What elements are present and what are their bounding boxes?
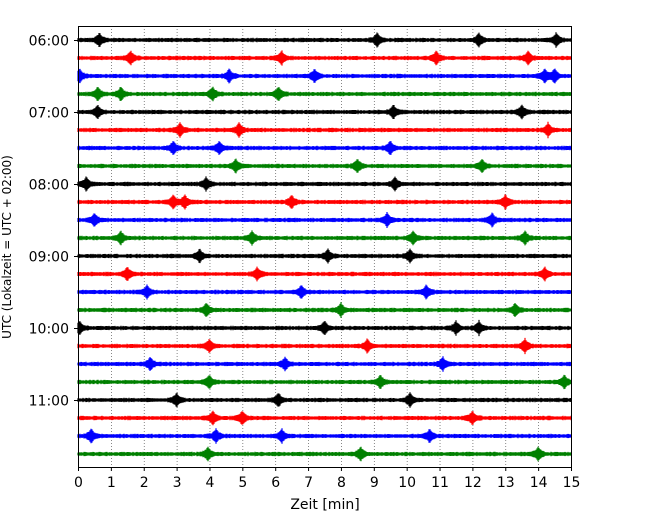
y-tick-label-0900: 09:00 [29, 250, 69, 266]
x-tick-label-14: 14 [530, 475, 548, 491]
x-tick-label-12: 12 [464, 475, 482, 491]
y-tick-label-1100: 11:00 [29, 394, 69, 410]
x-tick-label-8: 8 [337, 475, 346, 491]
traces [77, 32, 572, 462]
x-tick-label-9: 9 [370, 475, 379, 491]
y-axis-label: UTC (Lokalzeit = UTC + 02:00) [0, 155, 14, 339]
x-tick-label-0: 0 [74, 475, 83, 491]
y-tick-label-0600: 06:00 [29, 34, 69, 50]
x-tick-label-5: 5 [238, 475, 247, 491]
x-tick-label-13: 13 [497, 475, 515, 491]
y-tick-label-0800: 08:00 [29, 178, 69, 194]
x-tick-label-15: 15 [563, 475, 581, 491]
x-axis: 0 1 2 3 4 5 6 7 8 9 10 11 12 13 14 15 [74, 467, 580, 491]
x-tick-label-11: 11 [431, 475, 449, 491]
x-tick-label-1: 1 [107, 475, 116, 491]
y-tick-label-0700: 07:00 [29, 106, 69, 122]
x-tick-label-7: 7 [304, 475, 313, 491]
x-tick-label-2: 2 [140, 475, 149, 491]
y-tick-label-1000: 10:00 [29, 322, 69, 338]
x-tick-label-4: 4 [206, 475, 215, 491]
x-tick-label-10: 10 [398, 475, 416, 491]
x-axis-label: Zeit [min] [290, 497, 359, 513]
x-tick-label-6: 6 [271, 475, 280, 491]
y-axis: 06:00 07:00 08:00 09:00 10:00 11:00 [29, 34, 78, 410]
plot-frame [78, 26, 572, 468]
x-tick-label-3: 3 [173, 475, 182, 491]
